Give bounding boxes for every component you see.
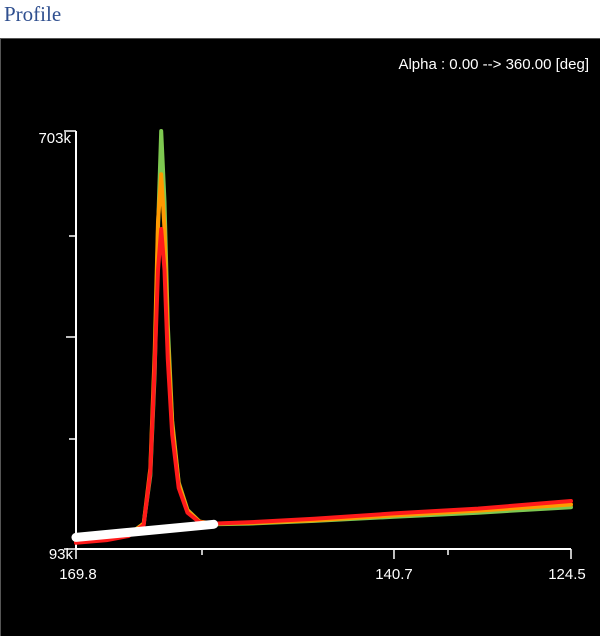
plot-area: Alpha : 0.00 --> 360.00 [deg] 703k 93k 1… [0,38,600,636]
x-tick-label-2: 140.7 [375,566,413,583]
alpha-annotation: Alpha : 0.00 --> 360.00 [deg] [398,56,589,73]
y-axis-top-label: 703k [38,130,71,147]
figure-caption: Profile [4,2,62,26]
x-tick-labels: 169.8 140.7 124.5 [59,566,586,583]
x-tick-label-3: 124.5 [548,566,586,583]
series-line-3 [74,227,573,545]
y-axis-bottom-label: 93k [49,546,74,563]
series-lines [71,129,573,545]
profile-chart: Alpha : 0.00 --> 360.00 [deg] 703k 93k 1… [38,56,589,583]
x-tick-label-1: 169.8 [59,566,97,583]
series-line-4 [71,519,219,542]
axes [64,130,572,559]
